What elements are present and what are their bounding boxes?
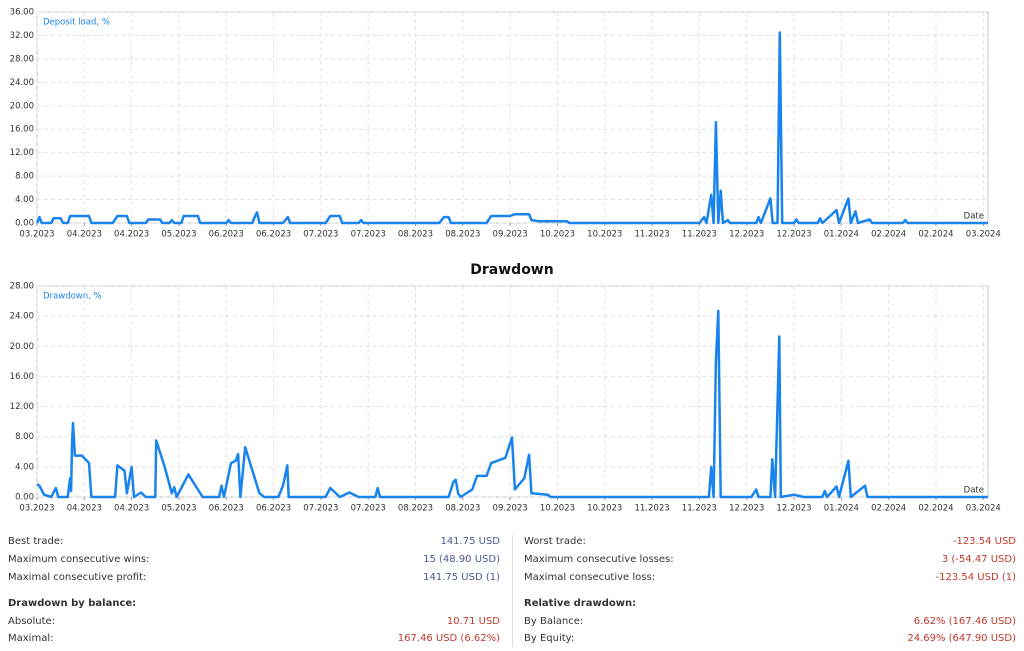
x-tick-label: 11.2023 [682,504,717,514]
stat-label: Maximal consecutive loss: [524,572,656,583]
stat-value: -123.54 USD [952,536,1016,547]
x-tick-label: 06.2023 [209,504,244,514]
x-tick-label: 11.2023 [634,230,669,240]
x-tick-label: 10.2023 [587,504,622,514]
x-tick-label: 10.2023 [540,504,575,514]
y-tick-label: 16.00 [10,372,34,382]
section-title: Relative drawdown: [524,598,637,609]
y-tick-label: 4.00 [15,462,34,472]
stat-value: 6.62% (167.46 USD) [913,616,1016,627]
stat-label: Maximum consecutive losses: [524,554,674,565]
stat-value: 24.69% (647.90 USD) [907,633,1016,644]
x-tick-label: 06.2023 [256,504,291,514]
y-tick-label: 24.00 [10,78,34,88]
y-tick-label: 12.00 [10,402,34,412]
x-tick-label: 04.2023 [67,230,102,240]
x-tick-label: 07.2023 [303,230,338,240]
y-tick-label: 36.00 [10,8,34,18]
series-line [36,309,988,499]
y-tick-label: 0.00 [15,493,34,503]
x-axis-label: Date [964,486,984,496]
series-line [35,31,988,225]
y-tick-label: 28.00 [10,282,34,292]
y-tick-label: 24.00 [10,312,34,322]
legend-label: Deposit load, % [43,18,110,28]
stat-value: 15 (48.90 USD) [423,554,500,565]
x-tick-label: 08.2023 [398,230,433,240]
x-tick-label: 12.2023 [776,230,811,240]
x-axis-label: Date [964,212,984,222]
x-tick-label: 02.2024 [871,230,906,240]
x-tick-label: 10.2023 [587,230,622,240]
x-tick-label: 12.2023 [776,504,811,514]
x-tick-label: 04.2023 [114,504,149,514]
y-tick-label: 4.00 [15,195,34,205]
x-tick-label: 10.2023 [540,230,575,240]
x-tick-label: 05.2023 [161,230,196,240]
x-tick-label: 09.2023 [493,230,528,240]
y-tick-label: 8.00 [15,432,34,442]
x-tick-label: 04.2023 [67,504,102,514]
stat-label: Absolute: [8,616,56,627]
x-tick-label: 12.2023 [729,230,764,240]
x-tick-label: 03.2023 [19,504,54,514]
x-tick-label: 03.2024 [966,230,1001,240]
x-tick-label: 01.2024 [824,230,859,240]
charts: 0.00 4.00 8.00 12.00 16.00 20.00 24.00 28.00 32.… [10,8,1001,514]
x-tick-label: 07.2023 [351,230,386,240]
y-tick-label: 20.00 [10,342,34,352]
x-tick-label: 07.2023 [303,504,338,514]
x-tick-label: 08.2023 [445,230,480,240]
x-tick-label: 03.2023 [19,230,54,240]
x-tick-label: 08.2023 [445,504,480,514]
x-tick-label: 11.2023 [682,230,717,240]
plot-area [36,11,989,224]
y-tick-label: 16.00 [10,125,34,135]
x-tick-label: 11.2023 [634,504,669,514]
y-tick-label: 12.00 [10,148,34,158]
x-tick-label: 06.2023 [209,230,244,240]
x-tick-label: 03.2024 [966,504,1001,514]
x-tick-label: 02.2024 [871,504,906,514]
stat-value: -123.54 USD (1) [935,572,1017,583]
y-tick-label: 8.00 [15,172,34,182]
stat-label: By Balance: [524,616,584,627]
stat-label: Maximal: [8,633,54,644]
y-tick-label: 32.00 [10,31,34,41]
x-tick-label: 04.2023 [114,230,149,240]
stat-value: 3 (-54.47 USD) [941,554,1016,565]
y-tick-label: 20.00 [10,101,34,111]
divider [512,535,513,647]
x-tick-label: 05.2023 [161,504,196,514]
x-tick-label: 02.2024 [918,504,953,514]
x-tick-label: 02.2024 [918,230,953,240]
stat-label: Maximal consecutive profit: [8,572,147,583]
stat-value: 10.71 USD [446,616,500,627]
legend-label: Drawdown, % [43,292,102,302]
x-tick-label: 09.2023 [493,504,528,514]
x-tick-label: 01.2024 [824,504,859,514]
stat-value: 141.75 USD [440,536,500,547]
y-tick-label: 0.00 [15,219,34,229]
y-tick-label: 28.00 [10,54,34,64]
stat-label: Worst trade: [524,536,586,547]
x-tick-label: 06.2023 [256,230,291,240]
x-tick-label: 08.2023 [398,504,433,514]
x-tick-label: 07.2023 [351,504,386,514]
section-title: Drawdown by balance: [8,598,137,609]
stat-label: Best trade: [8,536,64,547]
stat-label: By Equity: [524,633,575,644]
stat-value: 167.46 USD (6.62%) [397,633,500,644]
x-tick-label: 12.2023 [729,504,764,514]
stat-label: Maximum consecutive wins: [8,554,150,565]
stat-value: 141.75 USD (1) [423,572,500,583]
chart-title: Drawdown [470,262,553,278]
